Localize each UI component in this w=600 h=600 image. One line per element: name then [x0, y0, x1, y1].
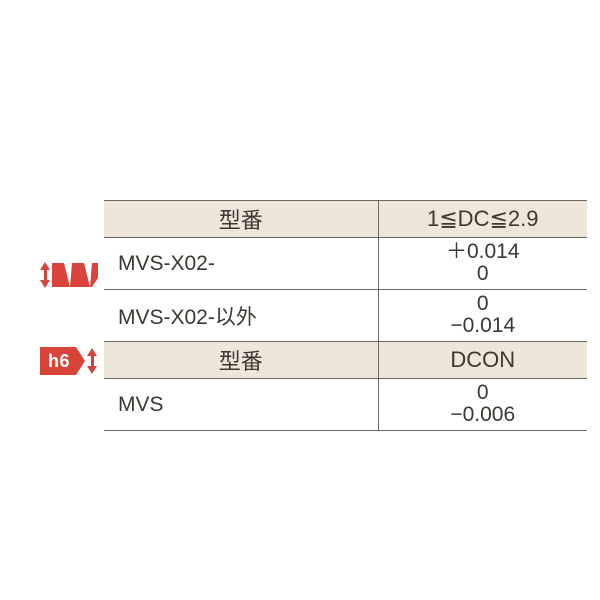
drill-tip-icon	[40, 258, 98, 292]
tolerance-value: ＋0.014 0	[378, 238, 587, 290]
tolerance-value: 0 −0.014	[378, 290, 587, 342]
table-row: MVS 0 −0.006	[104, 379, 587, 431]
model-label: MVS-X02-	[104, 238, 378, 290]
tolerance-value: 0 −0.006	[378, 379, 587, 431]
header-model: 型番	[104, 201, 378, 238]
header-model: 型番	[104, 342, 378, 379]
h6-label: h6	[40, 347, 76, 375]
model-label: MVS	[104, 379, 378, 431]
drill-shape-icon	[52, 261, 98, 289]
header-dc-range: 1≦DC≦2.9	[378, 201, 587, 238]
table-row: MVS-X02-以外 0 −0.014	[104, 290, 587, 342]
vertical-arrow-icon	[87, 348, 97, 374]
vertical-arrow-icon	[40, 262, 50, 288]
canvas: h6 型番 1≦DC≦2.9 MVS-X02-	[0, 0, 600, 600]
table-row: MVS-X02- ＋0.014 0	[104, 238, 587, 290]
h6-text: h6	[48, 351, 70, 372]
header-dcon: DCON	[378, 342, 587, 379]
h6-badge-icon: h6	[40, 344, 98, 378]
model-label: MVS-X02-以外	[104, 290, 378, 342]
tolerance-table: 型番 1≦DC≦2.9 MVS-X02- ＋0.014 0 MVS-X02-以外…	[104, 200, 587, 431]
